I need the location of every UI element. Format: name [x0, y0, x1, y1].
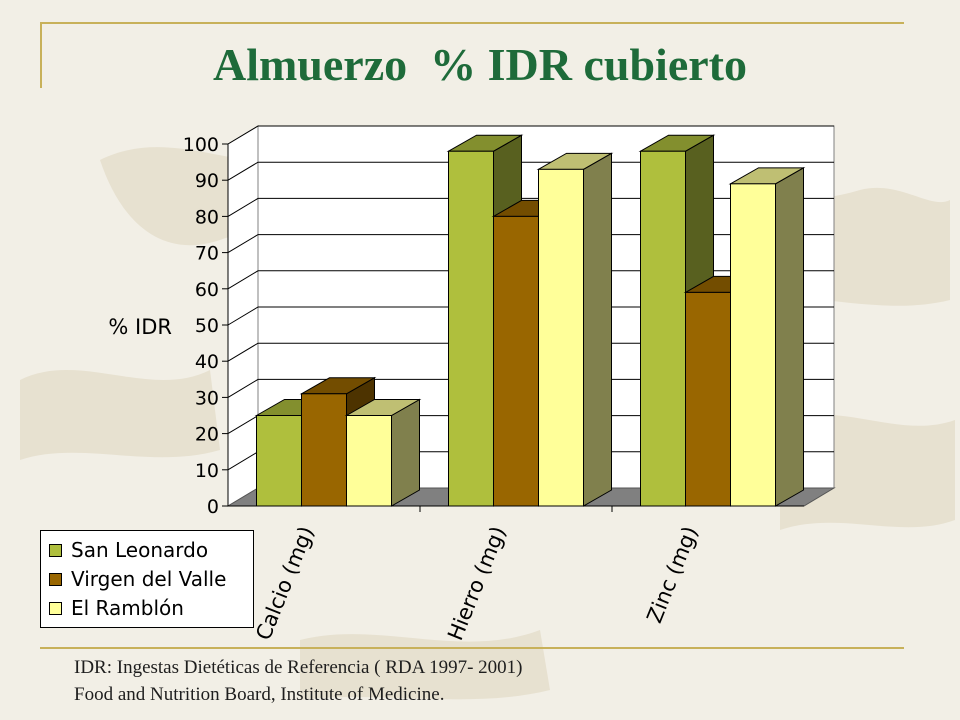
y-tick-label-10: 10 [195, 460, 219, 482]
y-tick-label-60: 60 [195, 279, 219, 301]
legend-swatch-san-leonardo [49, 543, 62, 557]
gridline-100 [227, 125, 834, 145]
chart-legend: San Leonardo Virgen del Valle El Ramblón [40, 530, 254, 628]
legend-item-virgen-del-valle: Virgen del Valle [49, 566, 226, 592]
bar-hierro-mg-el-ramblon [538, 168, 584, 507]
slide-title: Almuerzo % IDR cubierto [212, 39, 747, 90]
legend-item-san-leonardo: San Leonardo [49, 537, 208, 563]
frame-top-line [40, 22, 904, 24]
footnote: IDR: Ingestas Dietéticas de Referencia (… [74, 654, 522, 708]
bar-zinc-mg-san-leonardo [640, 150, 686, 507]
bar-hierro-mg-virgen-del-valle [493, 215, 539, 507]
y-tick-label-100: 100 [183, 134, 219, 156]
y-axis-label: % IDR [108, 315, 172, 339]
y-tick-label-90: 90 [195, 170, 219, 192]
y-tick-label-80: 80 [195, 206, 219, 228]
x-category-label-hierro-mg: Hierro (mg) [443, 523, 510, 644]
footnote-line-1: IDR: Ingestas Dietéticas de Referencia (… [74, 657, 523, 678]
y-tick-label-50: 50 [195, 315, 219, 337]
bar-zinc-mg-el-ramblon [730, 183, 776, 507]
y-tick-label-20: 20 [195, 424, 219, 446]
x-category-label-zinc-mg: Zinc (mg) [642, 523, 702, 627]
legend-swatch-virgen-del-valle [49, 572, 62, 586]
y-tick-label-0: 0 [207, 496, 219, 518]
legend-item-el-ramblon: El Ramblón [49, 595, 184, 621]
bar-calcio-mg-el-ramblon-side [391, 398, 420, 507]
bar-hierro-mg-san-leonardo [448, 150, 494, 507]
frame-bottom-line [40, 647, 904, 649]
bar-zinc-mg-virgen-del-valle [685, 291, 731, 507]
legend-swatch-el-ramblon [49, 601, 62, 615]
bar-zinc-mg-el-ramblon-side [775, 166, 804, 507]
y-tick-label-70: 70 [195, 243, 219, 265]
frame-left-line [40, 22, 42, 88]
legend-label-virgen-del-valle: Virgen del Valle [71, 567, 227, 591]
bar-hierro-mg-el-ramblon-side [583, 152, 612, 507]
bar-calcio-mg-virgen-del-valle [301, 393, 347, 507]
legend-label-san-leonardo: San Leonardo [71, 538, 209, 562]
footnote-line-2: Food and Nutrition Board, Institute of M… [74, 684, 445, 705]
bar-calcio-mg-el-ramblon [346, 415, 392, 507]
bar-calcio-mg-san-leonardo [256, 415, 302, 507]
y-tick-label-30: 30 [195, 387, 219, 409]
legend-label-el-ramblon: El Ramblón [71, 596, 184, 620]
x-category-label-calcio-mg: Calcio (mg) [251, 523, 318, 644]
y-tick-label-40: 40 [195, 351, 219, 373]
